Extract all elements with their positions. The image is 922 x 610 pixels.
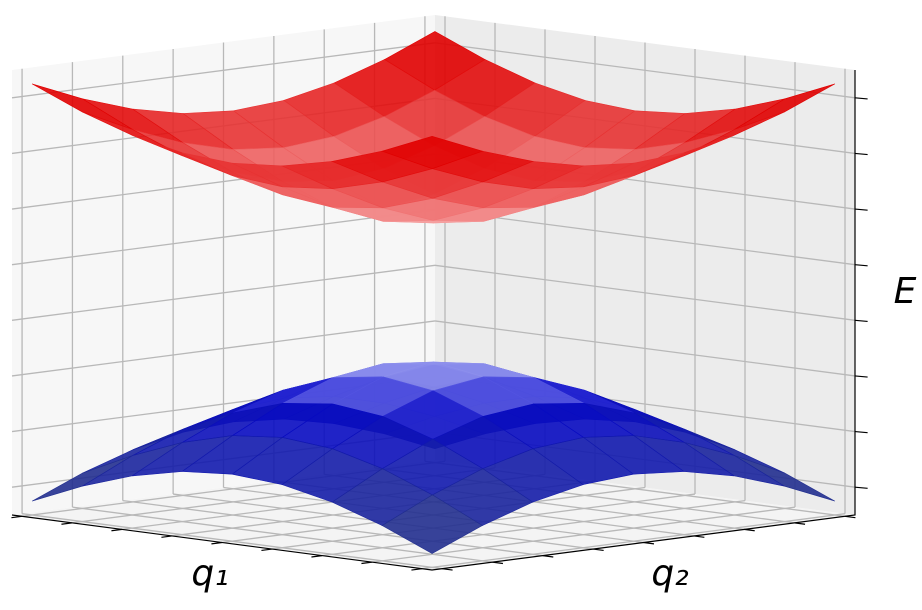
x-tick — [411, 568, 423, 571]
z-tick — [854, 97, 868, 100]
y-tick — [794, 522, 806, 525]
grid-line — [434, 209, 856, 266]
surface-patch — [381, 135, 484, 170]
y-tick — [744, 528, 755, 532]
y-tick — [441, 568, 453, 571]
y-tick — [643, 541, 655, 545]
y-tick — [693, 535, 705, 538]
y-tick — [844, 515, 856, 519]
x-tick — [311, 555, 323, 558]
z-tick — [854, 264, 868, 267]
y-tick — [542, 555, 554, 558]
z-tick — [854, 375, 868, 378]
surface-patch — [381, 494, 483, 554]
grid-line — [122, 499, 543, 557]
grid-line — [11, 42, 436, 99]
grid-line — [434, 264, 856, 321]
z-tick — [854, 152, 868, 156]
x-tick — [11, 515, 23, 519]
grid-line — [434, 320, 856, 377]
surfaces — [31, 31, 836, 554]
x-tick — [261, 548, 273, 552]
grid-line — [11, 320, 436, 377]
x-tick — [111, 528, 123, 532]
x-axis-label: q₁ — [191, 553, 228, 594]
x-tick — [61, 522, 73, 525]
x-tick — [361, 561, 373, 565]
y-tick — [492, 561, 504, 565]
x-tick — [211, 541, 223, 545]
z-axis-label: E — [894, 271, 917, 312]
grid-line — [21, 513, 443, 570]
grid-line — [434, 42, 856, 99]
grid-line — [72, 506, 493, 563]
z-tick — [854, 486, 868, 489]
y-tick — [593, 548, 604, 552]
x-tick — [161, 535, 173, 538]
axes-lines — [11, 70, 868, 571]
y-axis-label: q₂ — [651, 553, 688, 594]
grid-line — [11, 209, 436, 266]
z-tick — [854, 319, 868, 323]
z-tick — [854, 208, 868, 211]
grid-line — [11, 264, 436, 321]
z-tick — [854, 430, 868, 434]
